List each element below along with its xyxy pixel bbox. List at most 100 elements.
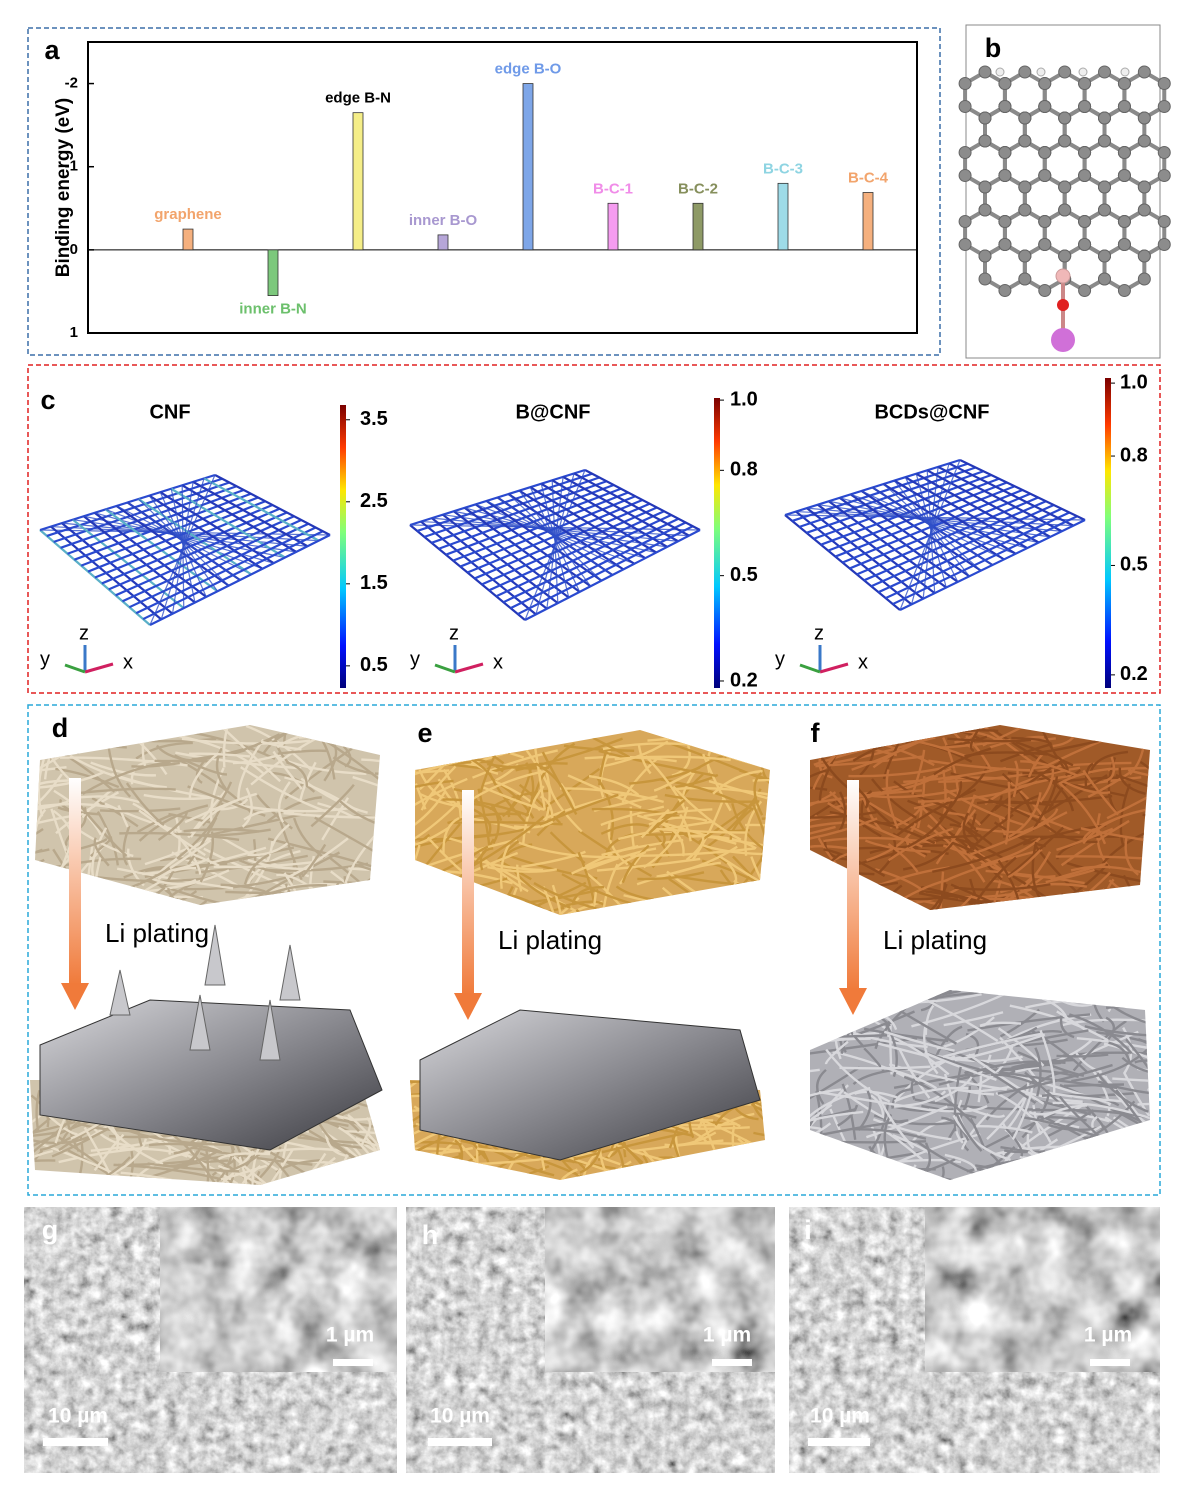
bar-label: B-C-3	[763, 160, 803, 177]
fiber	[873, 906, 954, 924]
panel-label: c	[40, 385, 55, 415]
fiber	[55, 887, 115, 906]
carbon	[1099, 181, 1111, 193]
fiber	[0, 900, 75, 906]
ring	[1105, 245, 1145, 291]
fiber	[830, 1157, 844, 1191]
fiber	[1035, 910, 1090, 966]
fiber	[748, 1169, 832, 1189]
carbon	[1118, 239, 1130, 251]
fiber	[418, 1164, 467, 1176]
fiber	[822, 993, 834, 1013]
axis-name: z	[79, 622, 89, 644]
colorbar-label: 0.8	[1120, 444, 1148, 466]
fiber	[745, 1142, 764, 1176]
arrow-shaft	[847, 780, 859, 990]
sem-inset	[925, 1207, 1160, 1372]
arrow-head	[839, 988, 867, 1015]
carbon	[959, 216, 971, 228]
fiber	[352, 900, 421, 902]
fiber	[35, 746, 79, 754]
scale-label: 1 µm	[1084, 1324, 1132, 1347]
carbon	[979, 204, 991, 216]
fiber	[330, 1161, 343, 1206]
fiber	[1072, 895, 1115, 902]
bar-label: B-C-4	[848, 169, 889, 186]
panel-label: e	[417, 718, 432, 748]
fiber	[794, 1163, 823, 1208]
axis-name: x	[123, 651, 133, 673]
bar	[523, 84, 533, 250]
carbon	[1118, 216, 1130, 228]
fiber	[288, 902, 322, 936]
axis-x	[820, 664, 848, 672]
carbon	[1059, 181, 1071, 193]
fiber	[358, 1141, 403, 1175]
carbon	[999, 78, 1011, 90]
fiber	[1013, 894, 1063, 951]
fiber	[1106, 1155, 1130, 1194]
carbon	[1019, 181, 1031, 193]
fiber	[725, 740, 753, 758]
fiber	[410, 1156, 461, 1184]
fiber	[113, 735, 161, 738]
fiber	[1105, 1117, 1180, 1163]
fiber	[1022, 1168, 1082, 1171]
y-axis-label: Binding energy (eV)	[53, 98, 74, 277]
carbon	[959, 147, 971, 159]
scale-label: 1 µm	[326, 1324, 374, 1347]
fiber	[830, 1166, 860, 1205]
fiber	[1068, 990, 1116, 1002]
fiber	[1143, 815, 1180, 824]
colorbar	[1105, 378, 1111, 688]
fiber	[465, 1177, 509, 1208]
fiber	[607, 909, 682, 913]
panel-label: f	[811, 718, 821, 748]
colorbar-label: 0.2	[730, 669, 758, 691]
hydrogen	[1121, 68, 1129, 76]
colorbar-label: 0.5	[730, 564, 758, 586]
colorbar-label: 0.8	[730, 459, 758, 481]
scale-bar	[43, 1438, 108, 1446]
fiber	[1064, 1084, 1124, 1085]
fiber	[1000, 1177, 1085, 1200]
fiber	[740, 910, 753, 974]
fiber	[1143, 838, 1180, 840]
fiber	[743, 904, 790, 939]
carbon	[959, 239, 971, 251]
fiber	[763, 886, 854, 920]
carbon	[979, 250, 991, 262]
fiber	[1150, 892, 1180, 926]
fiber	[366, 1162, 383, 1213]
fiber	[365, 883, 428, 888]
bar	[183, 229, 193, 250]
fiber	[397, 914, 442, 948]
fiber	[310, 891, 367, 927]
carbon	[1019, 204, 1031, 216]
panel-label: a	[44, 35, 60, 65]
fiber	[948, 1175, 1000, 1210]
carbon	[1099, 204, 1111, 216]
mesh-strand	[489, 511, 664, 590]
scale-bar	[808, 1438, 870, 1446]
fiber	[1110, 908, 1147, 968]
fiber	[0, 860, 44, 906]
fiber	[745, 1140, 774, 1158]
carbon	[1138, 112, 1150, 124]
carbon	[1079, 147, 1091, 159]
colorbar-label: 1.0	[730, 388, 758, 410]
fiber	[86, 1176, 131, 1190]
fiber	[336, 890, 415, 919]
fiber	[771, 815, 817, 847]
carbon	[979, 112, 991, 124]
fiber	[672, 1157, 693, 1183]
carbon	[1079, 285, 1091, 297]
fiber	[654, 899, 690, 911]
carbon	[999, 216, 1011, 228]
hydrogen	[996, 68, 1004, 76]
axis-y	[435, 665, 455, 672]
fiber	[759, 747, 836, 749]
arrow-head	[454, 993, 482, 1020]
bar	[438, 235, 448, 250]
bar	[608, 203, 618, 250]
